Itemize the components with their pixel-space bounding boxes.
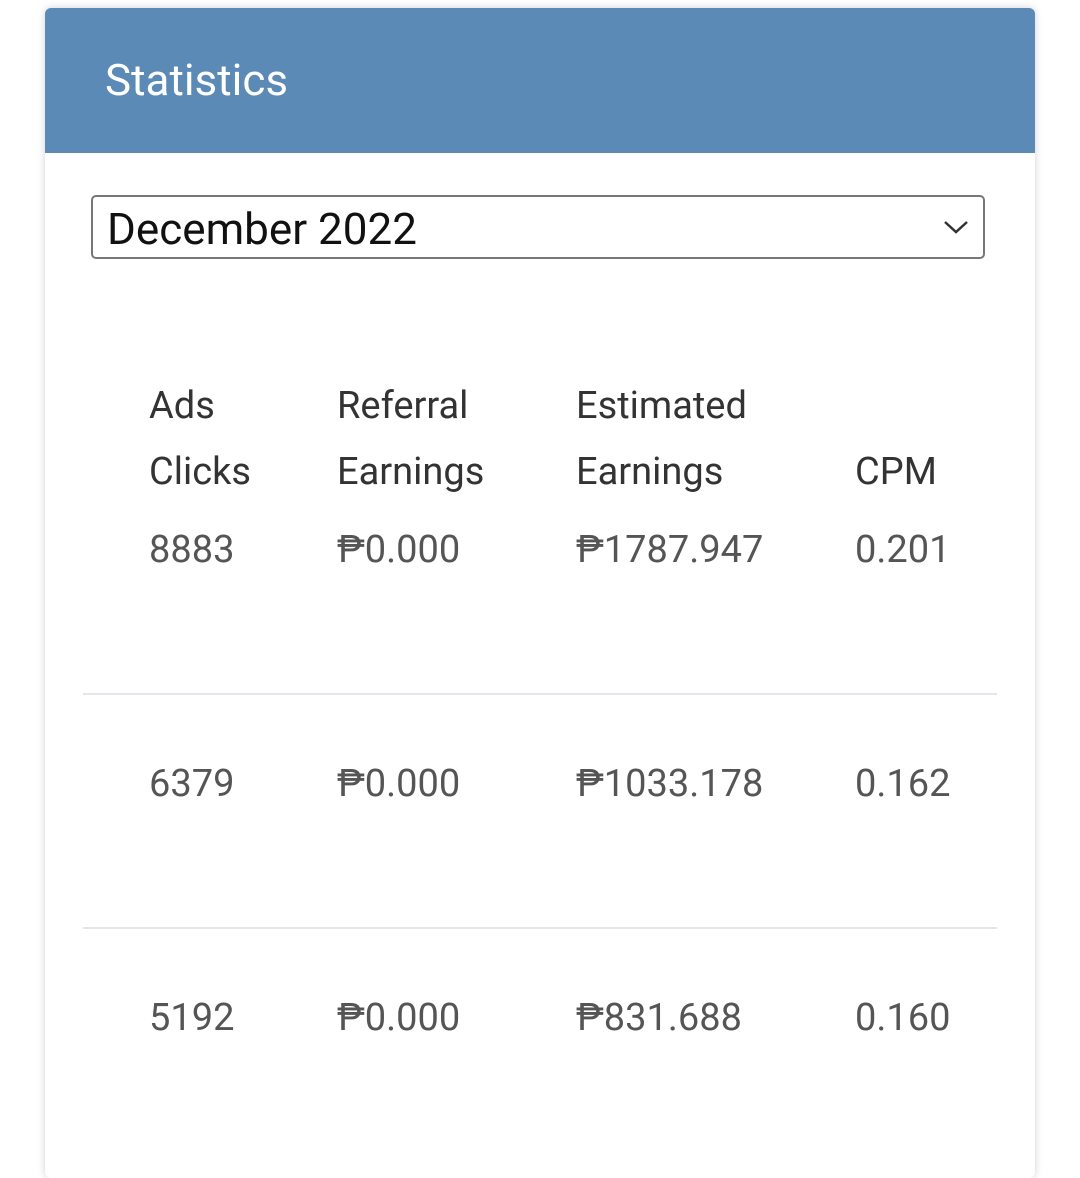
row-separator (83, 927, 997, 929)
table-cell: ₱0.000 (337, 532, 461, 572)
table-cell: 8883 (149, 532, 235, 572)
table-cell: ₱0.000 (337, 762, 461, 806)
month-select[interactable]: December 2022 (91, 195, 985, 259)
statistics-card: Statistics December 2022 Ads Clicks Refer… (45, 8, 1035, 1178)
dropdown-arrow (944, 221, 968, 234)
table-cell: 0.160 (855, 996, 951, 1040)
card-title: Statistics (105, 54, 289, 106)
table-cell: 0.162 (855, 762, 951, 806)
table-cell: 6379 (149, 762, 235, 806)
column-header: Ads Clicks (149, 384, 251, 494)
row-separator (83, 693, 997, 695)
card-header: Statistics (45, 8, 1035, 153)
table-body: 8883 ₱0.000 ₱1787.947 0.201 6379 ₱0.000 ₱1033.… (45, 532, 1035, 1178)
column-header: Estimated Earnings (576, 384, 747, 494)
table-cell: ₱0.000 (337, 996, 461, 1040)
table-cell: ₱831.688 (576, 996, 742, 1040)
table-cell: 5192 (149, 996, 235, 1040)
table-cell: 0.201 (855, 532, 951, 572)
column-header: CPM (855, 450, 937, 494)
select-value: December 2022 (107, 203, 417, 255)
table-cell: ₱1787.947 (576, 532, 764, 572)
column-header: Referral Earnings (337, 384, 485, 494)
table-cell: ₱1033.178 (576, 762, 764, 806)
